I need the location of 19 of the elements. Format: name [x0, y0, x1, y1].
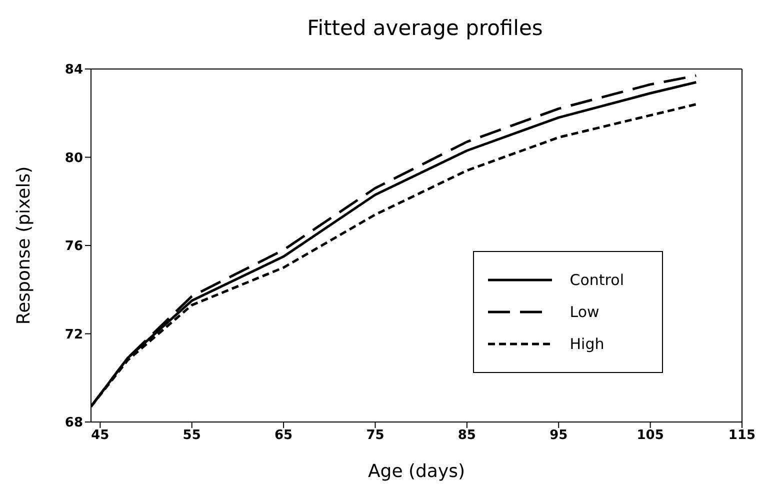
x-tick-label: 95 — [550, 428, 568, 444]
y-axis-title: Response (pixels) — [13, 166, 34, 325]
x-axis-title: Age (days) — [368, 461, 466, 482]
x-tick-label: 75 — [366, 428, 384, 444]
x-tick-label: 65 — [274, 428, 293, 444]
chart-title: Fitted average profiles — [306, 16, 544, 40]
legend-label: Low — [570, 303, 600, 321]
x-tick-label: 55 — [182, 428, 201, 444]
x-tick-label: 85 — [458, 428, 476, 444]
y-tick-label: 84 — [64, 62, 83, 78]
y-tick-label: 72 — [64, 327, 83, 342]
x-tick-label: 115 — [728, 428, 756, 444]
y-tick-label: 80 — [64, 150, 83, 166]
y-tick-label: 68 — [64, 416, 83, 431]
legend-label: High — [570, 335, 604, 353]
legend-label: Control — [570, 271, 624, 289]
x-tick-label: 105 — [636, 428, 664, 444]
x-tick-label: 45 — [91, 428, 110, 444]
y-tick-label: 76 — [64, 239, 83, 254]
